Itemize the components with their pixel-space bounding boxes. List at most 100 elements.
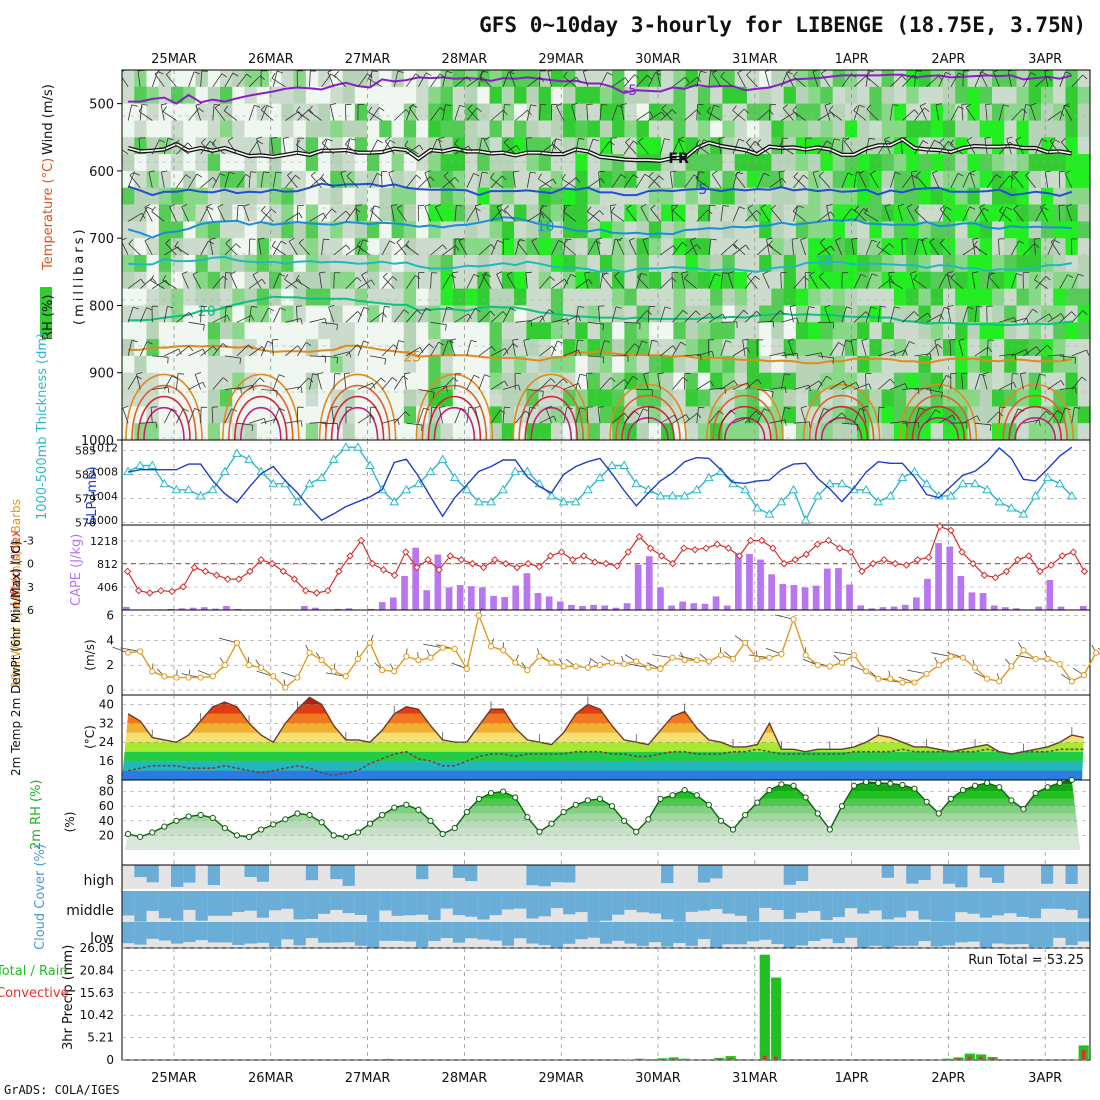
cape-bar [946, 546, 954, 610]
rh-cell [1041, 103, 1054, 121]
wind-barb [333, 244, 347, 256]
cloud-cell [906, 865, 919, 884]
rh-cell [318, 154, 331, 172]
cloud-cell [599, 890, 613, 921]
wind10-line-point [524, 667, 531, 674]
wind-barb [732, 309, 744, 323]
wind-barb [672, 309, 684, 323]
cloud-cell [881, 865, 895, 878]
rh-cell [256, 322, 270, 340]
wind-barb-flag [326, 138, 333, 142]
wind-barb-flag [1045, 410, 1051, 416]
wind-barb-flag [730, 409, 736, 415]
li-point [1047, 561, 1055, 569]
wind-barb-flag [682, 241, 688, 247]
rh-cell [1077, 305, 1090, 323]
wind-barb-flag [800, 405, 807, 409]
rh-cell [232, 238, 246, 256]
rh-cell [808, 238, 822, 256]
rh-line-point [899, 781, 906, 789]
cloud-cell [171, 922, 184, 944]
wind-barb-flag [648, 171, 654, 177]
wind-barb-flag [438, 341, 444, 346]
li-point [813, 540, 822, 549]
wind-barb [732, 417, 749, 424]
rh-cell [612, 70, 625, 88]
wind-barb-flag [671, 109, 677, 115]
bottom-date-label: 28MAR [442, 1071, 488, 1086]
rh-cell [232, 355, 246, 374]
thickness-tick: 579 [75, 493, 96, 506]
wind-barb [369, 173, 378, 188]
wind-barb [610, 211, 625, 222]
rh-cell [538, 137, 552, 155]
rh-cell [134, 355, 148, 374]
rh-cell [930, 255, 944, 273]
rh-cell [477, 154, 491, 172]
wind-barb [490, 240, 498, 256]
rh-cell [318, 70, 331, 88]
wind-barb-flag [548, 309, 555, 314]
wind-barb-flag [321, 177, 326, 183]
wind-barb [946, 273, 952, 289]
wind-barb [369, 205, 375, 222]
upper-grid [122, 69, 1090, 440]
rh-cell [575, 423, 589, 440]
wind-barb [1025, 175, 1036, 188]
wind-barb [424, 206, 431, 222]
wind-barb-flag [1060, 380, 1065, 386]
cape-bar [534, 593, 542, 610]
wind-barb [406, 144, 420, 155]
rh-cell [844, 322, 858, 340]
rh-cell [183, 238, 197, 256]
slp-line-point [304, 478, 315, 488]
rh-cell [1041, 170, 1054, 189]
rh-cell [256, 204, 270, 222]
thickness-tick: 576 [75, 517, 96, 530]
slp-line-point [607, 460, 617, 469]
cape-bar [657, 587, 664, 610]
wind-barb-flag [864, 207, 868, 214]
wind-barb [854, 209, 867, 222]
wind-barb [368, 111, 383, 121]
wind-barb-flag [784, 373, 791, 376]
wind-barb-flag [763, 408, 770, 412]
rh-cell [624, 187, 638, 206]
rh-cell [759, 120, 773, 138]
rh-cell [930, 322, 944, 340]
cloud-gap [636, 865, 650, 890]
wind-barb-flag [1014, 317, 1017, 324]
wind-barb-flag [243, 203, 250, 207]
wind-barb [405, 275, 416, 289]
wind-barb-flag [924, 107, 930, 112]
wind-barb [844, 141, 855, 155]
rh-cell [1004, 372, 1018, 391]
li-point [257, 556, 265, 564]
rh-cell [489, 86, 503, 105]
cloud-cell [955, 890, 968, 913]
wind-barb-flag [261, 278, 266, 285]
rh-cell [575, 187, 589, 206]
rh-cell [354, 322, 368, 340]
cape-bar [690, 603, 698, 610]
rh-cell [869, 339, 883, 357]
wind-barb [434, 206, 443, 222]
rh-line-point [258, 826, 265, 833]
li-point [468, 559, 477, 568]
wind-barb [195, 105, 201, 121]
rh-cell [452, 86, 466, 105]
wind-barb-flag [131, 339, 138, 343]
rh-cell [685, 322, 699, 340]
wind-barb-flag [851, 73, 857, 78]
rh-cell [893, 355, 907, 374]
cloud-cell [893, 922, 907, 946]
rh-cell [477, 372, 491, 391]
wind-barb [188, 381, 203, 390]
rh-cell [171, 423, 184, 440]
ylabel-rh2m: 2m RH (%) [29, 779, 44, 850]
wind-barb-flag [276, 418, 279, 425]
cloud-gap [281, 865, 294, 890]
wind-barb [163, 375, 173, 390]
slp-line-point [958, 478, 968, 488]
wind-barb [1071, 407, 1075, 424]
